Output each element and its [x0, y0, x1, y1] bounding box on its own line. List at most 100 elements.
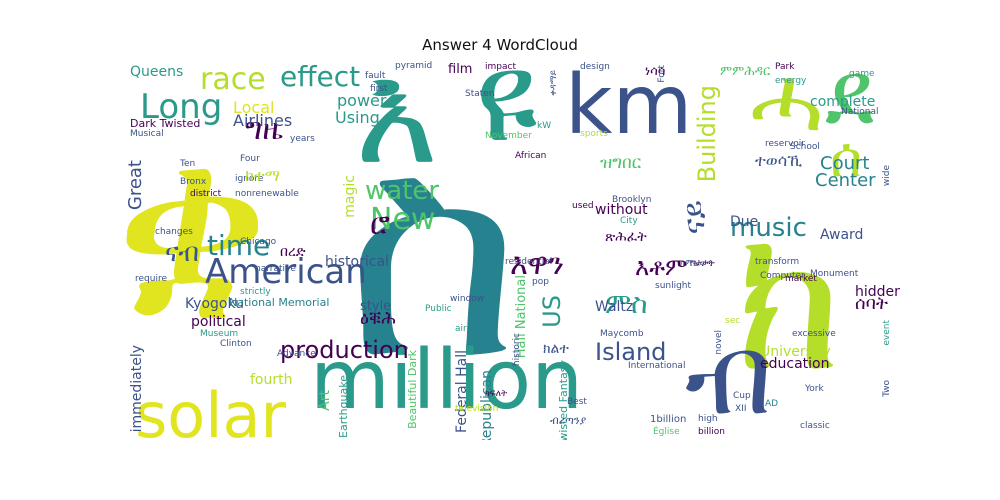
cloud-word: School	[790, 142, 820, 152]
cloud-word: hidden	[855, 284, 900, 300]
cloud-word: Museum	[200, 329, 239, 339]
cloud-word: Brooklyn	[612, 195, 652, 205]
cloud-word: Court	[820, 153, 870, 174]
cloud-word: ተወሳኺ	[755, 151, 803, 170]
cloud-word: ሓ	[750, 60, 824, 152]
cloud-word: ቦታታት	[690, 259, 715, 269]
cloud-word: transform	[755, 257, 800, 267]
cloud-word: ምምሕዳር	[720, 64, 771, 79]
cloud-word: በረድ	[280, 244, 306, 260]
cloud-word: km	[565, 60, 693, 153]
cloud-word: without	[595, 202, 648, 218]
cloud-word: ብ	[685, 311, 773, 439]
cloud-word: Island	[595, 338, 667, 366]
cloud-word: Center	[815, 170, 876, 191]
cloud-word: district	[190, 189, 222, 199]
cloud-word: billion	[698, 427, 725, 437]
cloud-word: Clinton	[220, 339, 252, 349]
cloud-word: ብሪጣንያ	[550, 414, 587, 427]
cloud-word: effect	[280, 60, 361, 93]
cloud-word: race	[200, 62, 266, 97]
cloud-word: air	[455, 324, 467, 334]
cloud-word: Park	[775, 62, 795, 72]
cloud-word: ሰባት	[855, 293, 889, 314]
cloud-word: novel	[714, 330, 724, 355]
cloud-word: ቀዳማይ	[549, 70, 559, 96]
cloud-word: Kyogoku	[185, 296, 245, 312]
cloud-word: Computer	[760, 271, 805, 281]
cloud-word: market	[785, 274, 817, 284]
cloud-word: ምስ	[605, 287, 648, 320]
cloud-word: energy	[775, 76, 807, 86]
cloud-word: used	[572, 201, 594, 211]
cloud-word: pyramid	[395, 61, 433, 71]
cloud-word: wide	[882, 165, 892, 187]
cloud-word: fourth	[250, 372, 293, 388]
cloud-word: ክምኡውን	[680, 259, 714, 269]
cloud-word: power	[337, 91, 387, 110]
cloud-word: historical	[325, 254, 389, 270]
cloud-word: Cup	[733, 391, 751, 401]
cloud-word: sports	[580, 129, 608, 139]
cloud-word: ዕቑሕ	[360, 308, 396, 329]
cloud-word: first	[370, 84, 388, 94]
cloud-word: high	[698, 414, 718, 424]
cloud-word: fault	[365, 71, 386, 81]
cloud-word: strictly	[240, 287, 271, 297]
cloud-word: Chicago	[240, 237, 277, 247]
cloud-word: American	[205, 252, 367, 292]
cloud-word: Four	[240, 154, 260, 164]
cloud-word: Building	[693, 85, 721, 183]
cloud-word: National	[841, 107, 879, 117]
cloud-word: ናብ	[165, 238, 200, 268]
cloud-word: እቶም	[635, 253, 688, 281]
cloud-word: ignore	[235, 174, 264, 184]
cloud-word: New	[370, 202, 436, 237]
cloud-word: ሰ	[830, 125, 863, 189]
cloud-word: Dark Twisted	[130, 117, 201, 130]
cloud-word: ነሳሳ	[645, 64, 666, 79]
cloud-word: National Memorial	[229, 296, 330, 309]
cloud-word: residential	[505, 257, 553, 267]
cloud-word: ቋ	[125, 91, 270, 358]
cloud-word: Using	[335, 108, 380, 127]
cloud-word: ከተማ	[245, 166, 281, 185]
cloud-word: Queens	[130, 64, 184, 80]
cloud-word: Musical	[130, 129, 164, 139]
cloud-word: City	[620, 216, 638, 226]
chart-title: Answer 4 WordCloud	[422, 36, 578, 54]
cloud-word: ክፍለት	[485, 389, 508, 399]
cloud-word: classic	[800, 421, 830, 431]
cloud-word: sec	[725, 316, 741, 326]
cloud-word: Best	[567, 397, 587, 407]
cloud-word: nonrenewable	[235, 189, 299, 199]
cloud-word: Due	[730, 214, 759, 230]
cloud-word: Ten	[180, 159, 196, 169]
cloud-word: years	[290, 134, 315, 144]
cloud-word: excessive	[792, 329, 836, 339]
cloud-word: kW	[537, 121, 552, 131]
cloud-word: ዝግበር	[600, 153, 642, 173]
cloud-word: television	[455, 404, 499, 414]
cloud-word: Église	[653, 427, 680, 437]
cloud-word: York	[805, 384, 824, 394]
cloud-word: sunlight	[655, 281, 692, 291]
cloud-word: Advance	[277, 349, 316, 359]
word-cloud: ቋ እ ዩ km ሓ ደ ስ ክ ብ ሰ million solar Ameri…	[125, 60, 900, 440]
cloud-word: November	[485, 131, 532, 141]
cloud-word: water	[365, 176, 440, 206]
cloud-word: XII	[735, 404, 747, 414]
cloud-word: University	[760, 344, 831, 360]
cloud-word: million	[310, 333, 584, 428]
cloud-word: game	[849, 69, 875, 79]
cloud-word: Earthquake	[337, 375, 350, 438]
cloud-word: production	[280, 336, 409, 364]
cloud-word: reservoir	[765, 139, 805, 149]
cloud-word: event	[882, 320, 892, 346]
cloud-word: magic	[342, 175, 358, 218]
cloud-word: ዩ	[475, 60, 538, 170]
cloud-word: window	[450, 294, 485, 304]
cloud-word: ናይ	[677, 200, 712, 235]
cloud-word: immediately	[129, 345, 145, 433]
cloud-word: Long	[140, 87, 223, 127]
